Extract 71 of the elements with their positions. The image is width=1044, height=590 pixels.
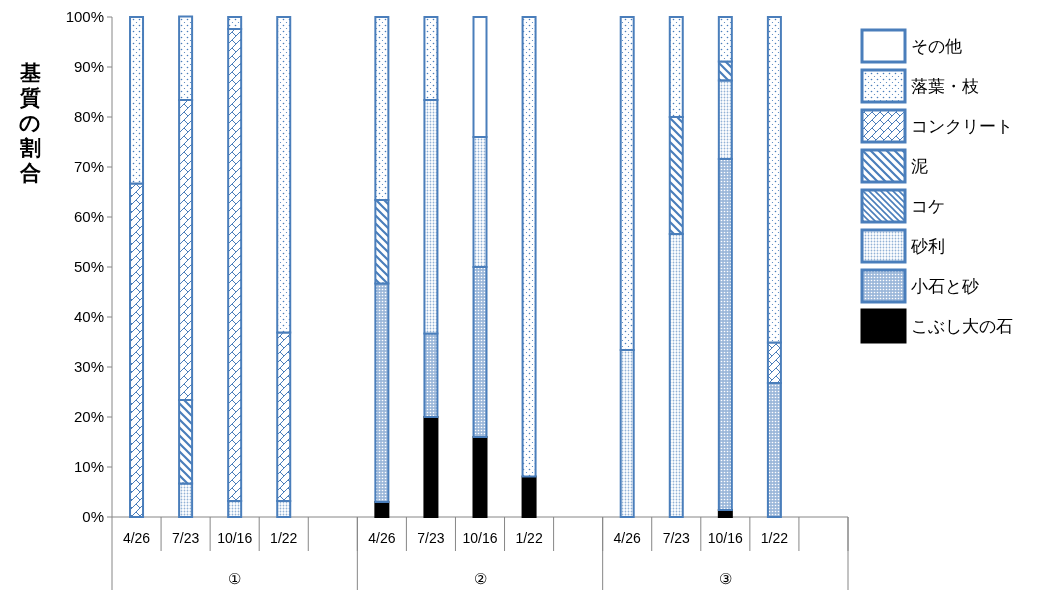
legend-label: コンクリート (911, 117, 1013, 136)
bar (423, 332, 439, 418)
legend-label: 泥 (911, 157, 928, 176)
bar (276, 331, 292, 502)
bar (374, 282, 390, 503)
legend-label: こぶし大の石 (911, 317, 1013, 336)
bar (717, 79, 733, 160)
bar (129, 182, 145, 518)
x-tick-label: 1/22 (270, 530, 298, 546)
x-tick-label: 4/26 (368, 530, 396, 546)
bar (227, 500, 243, 518)
legend-label: 小石と砂 (911, 277, 979, 296)
bar (766, 16, 782, 344)
legend-label: 落葉・枝 (911, 77, 979, 96)
bar (276, 500, 292, 518)
bar (423, 416, 439, 518)
y-axis-title: 基質の割合 (18, 61, 41, 184)
x-tick-label: 10/16 (707, 530, 744, 546)
bar (717, 60, 733, 82)
bar (472, 266, 488, 438)
text: ③ (718, 570, 732, 587)
bar (374, 199, 390, 285)
y-tick-label: 20% (73, 408, 104, 425)
bar (766, 382, 782, 518)
bar (276, 16, 292, 334)
x-tick-label: 7/23 (662, 530, 691, 546)
bar (668, 233, 684, 518)
bar (668, 116, 684, 235)
bar (374, 16, 390, 201)
x-tick-label: 1/22 (760, 530, 789, 546)
y-tick-label: 40% (73, 308, 104, 325)
x-tick-label: 10/16 (217, 530, 253, 546)
x-tick-label: 7/23 (417, 530, 445, 546)
bar (227, 28, 243, 502)
y-tick-label: 60% (73, 208, 104, 225)
y-tick-label: 0% (82, 508, 104, 525)
bar (423, 99, 439, 335)
x-tick-label: 10/16 (462, 530, 498, 546)
legend-label: その他 (911, 37, 962, 56)
legend-label: コケ (911, 197, 945, 216)
text: ① (228, 570, 242, 587)
bar (178, 99, 194, 401)
bar (717, 16, 733, 63)
bar (178, 399, 194, 485)
bar (178, 15, 194, 101)
text: ② (473, 570, 487, 587)
bar (766, 341, 782, 384)
y-tick-label: 50% (73, 258, 104, 275)
x-tick-label: 7/23 (171, 530, 200, 546)
bar (521, 16, 537, 478)
y-tick-label: 70% (73, 158, 104, 175)
bar (472, 436, 488, 518)
y-tick-label: 80% (73, 108, 104, 125)
bar (619, 349, 635, 518)
bar (521, 475, 537, 518)
y-tick-label: 10% (73, 458, 104, 475)
x-tick-label: 4/26 (613, 530, 642, 546)
bar (227, 16, 243, 30)
bar (619, 16, 635, 351)
bar (178, 482, 194, 518)
y-tick-label: 100% (65, 8, 104, 25)
y-tick-label: 90% (73, 58, 104, 75)
bar (374, 501, 390, 518)
legend-label: 砂利 (910, 237, 945, 256)
bar (717, 158, 733, 511)
y-tick-label: 30% (73, 358, 104, 375)
x-tick-label: 1/22 (515, 530, 543, 546)
bar (129, 16, 145, 185)
x-tick-label: 4/26 (122, 530, 151, 546)
bar (423, 16, 439, 101)
bar (668, 16, 684, 118)
